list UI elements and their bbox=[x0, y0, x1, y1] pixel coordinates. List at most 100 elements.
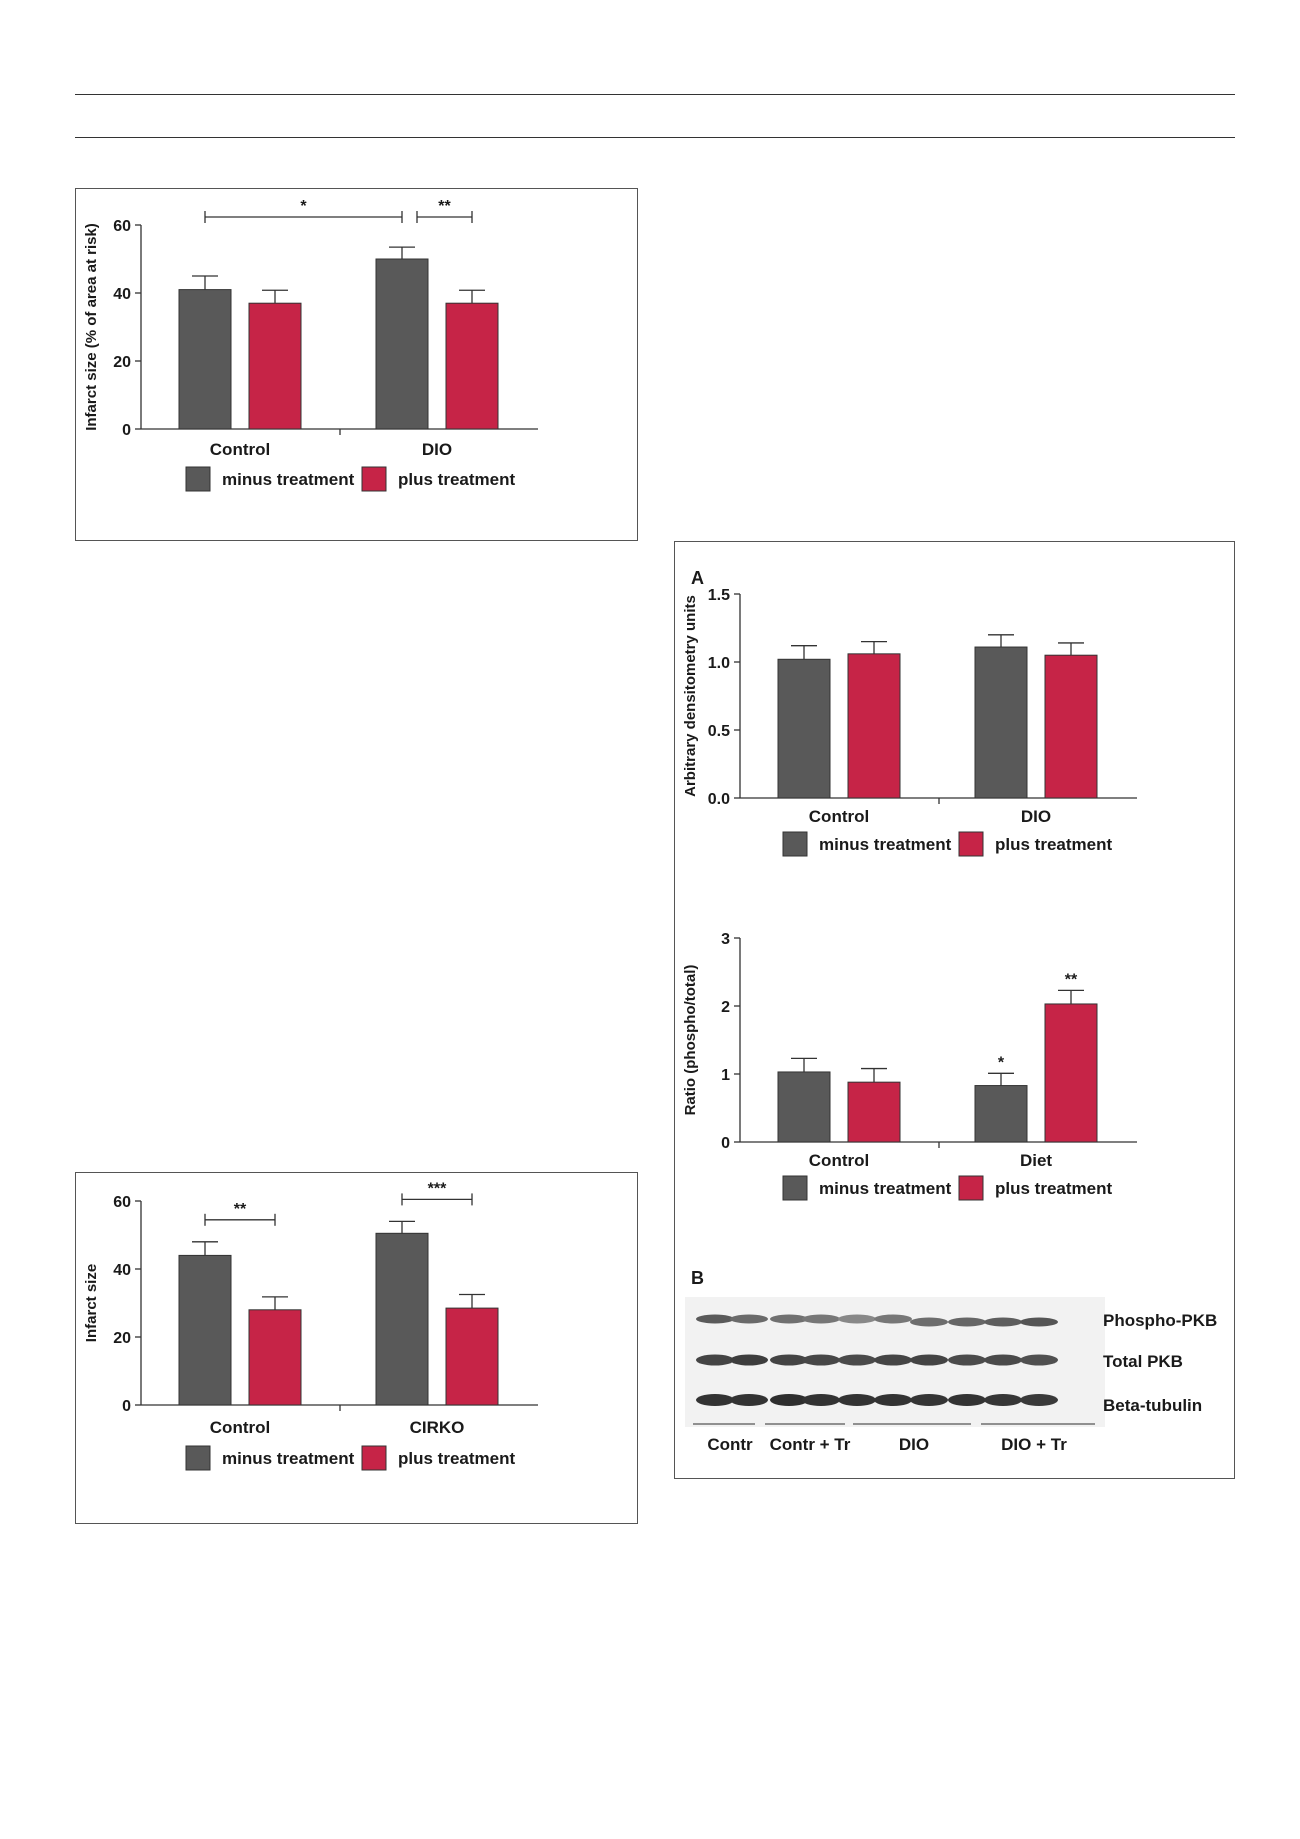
category-label: CIRKO bbox=[410, 1418, 465, 1437]
blot-band bbox=[910, 1317, 948, 1327]
blot-band bbox=[696, 1394, 734, 1406]
infarct-size-dio-chart: 0 20 40 60 Infarct size (% of area at risk) C… bbox=[83, 198, 538, 492]
header-rule-top bbox=[75, 94, 1235, 95]
blot-band bbox=[730, 1394, 768, 1406]
blot-band bbox=[1020, 1354, 1058, 1366]
bar bbox=[974, 1085, 1028, 1143]
legend-swatch bbox=[958, 831, 984, 857]
category-label: Diet bbox=[1020, 1151, 1052, 1170]
panel-letter-b: B bbox=[691, 1268, 704, 1288]
category-label: Control bbox=[809, 1151, 869, 1170]
y-tick-label: 60 bbox=[113, 1194, 131, 1211]
bar bbox=[777, 1071, 831, 1143]
figure-panel-1: 0 20 40 60 Infarct size (% of area at risk) C… bbox=[75, 188, 638, 541]
blot-band bbox=[730, 1354, 768, 1366]
blot-band bbox=[948, 1317, 986, 1327]
bar bbox=[375, 1232, 429, 1406]
category-label: DIO bbox=[1021, 807, 1051, 826]
bar bbox=[248, 1309, 302, 1406]
category-label: Control bbox=[210, 1418, 270, 1437]
y-tick-label: 60 bbox=[113, 218, 131, 235]
blot-band bbox=[730, 1314, 768, 1324]
y-axis-label: Ratio (phospho/total) bbox=[682, 965, 699, 1116]
y-tick-label: 1.5 bbox=[708, 587, 730, 604]
category-label: Control bbox=[809, 807, 869, 826]
legend-swatch bbox=[782, 831, 808, 857]
legend-label: minus treatment bbox=[222, 470, 355, 489]
bar bbox=[1044, 1003, 1098, 1143]
blot-band bbox=[770, 1354, 808, 1366]
y-axis-label: Arbitrary densitometry units bbox=[682, 595, 699, 797]
y-tick-label: 1 bbox=[721, 1067, 730, 1084]
figure-panel-2: 0 20 40 60 Infarct size Control CIRKO ** *** minu… bbox=[75, 1172, 638, 1524]
blot-band bbox=[910, 1394, 948, 1406]
legend-swatch bbox=[361, 1445, 387, 1471]
y-tick-label: 2 bbox=[721, 999, 730, 1016]
blot-band bbox=[1020, 1317, 1058, 1327]
y-tick-label: 0.0 bbox=[708, 791, 730, 808]
legend-swatch bbox=[958, 1175, 984, 1201]
blot-band bbox=[802, 1314, 840, 1324]
figure-panel-3: A 0.0 0.5 1.0 1.5 Arbitrary densitometry uni… bbox=[674, 541, 1235, 1479]
legend-label: minus treatment bbox=[222, 1449, 355, 1468]
legend-swatch bbox=[782, 1175, 808, 1201]
bar bbox=[445, 1307, 499, 1406]
blot-band bbox=[874, 1394, 912, 1406]
y-tick-label: 20 bbox=[113, 1330, 131, 1347]
densitometry-chart: 0.0 0.5 1.0 1.5 Arbitrary densitometry units… bbox=[682, 587, 1137, 857]
bar bbox=[178, 1254, 232, 1406]
y-tick-label: 40 bbox=[113, 286, 131, 303]
category-label: Control bbox=[210, 440, 270, 459]
bar bbox=[777, 658, 831, 799]
blot-band bbox=[838, 1314, 876, 1324]
bar bbox=[178, 289, 232, 430]
blot-group-label: Contr bbox=[707, 1435, 753, 1454]
bar bbox=[445, 302, 499, 430]
blot-band bbox=[874, 1314, 912, 1324]
significance-label: ** bbox=[438, 198, 451, 215]
legend-label: plus treatment bbox=[398, 1449, 515, 1468]
y-tick-label: 1.0 bbox=[708, 655, 730, 672]
y-tick-label: 40 bbox=[113, 1262, 131, 1279]
blot-group-label: DIO bbox=[898, 1435, 930, 1454]
blot-group-label: Contr + Tr bbox=[769, 1435, 851, 1454]
legend-swatch bbox=[185, 1445, 211, 1471]
legend-label: minus treatment bbox=[819, 835, 952, 854]
y-tick-label: 3 bbox=[721, 931, 730, 948]
y-tick-label: 0 bbox=[721, 1135, 730, 1152]
blot-row-label: Total PKB bbox=[1103, 1352, 1183, 1371]
significance-label: *** bbox=[428, 1180, 447, 1197]
blot-band bbox=[1020, 1394, 1058, 1406]
significance-label: ** bbox=[1065, 971, 1078, 988]
legend-label: plus treatment bbox=[398, 470, 515, 489]
y-axis-label: Infarct size (% of area at risk) bbox=[83, 223, 100, 431]
blot-band bbox=[984, 1354, 1022, 1366]
blot-band bbox=[696, 1354, 734, 1366]
bar bbox=[974, 646, 1028, 799]
bar bbox=[375, 258, 429, 430]
bar bbox=[1044, 654, 1098, 799]
blot-band bbox=[696, 1314, 734, 1324]
significance-label: * bbox=[300, 198, 307, 215]
blot-band bbox=[770, 1394, 808, 1406]
blot-band bbox=[910, 1354, 948, 1366]
y-tick-label: 0 bbox=[122, 1398, 131, 1415]
blot-band bbox=[984, 1394, 1022, 1406]
header-rule-bottom bbox=[75, 137, 1235, 138]
blot-group-label: DIO + Tr bbox=[1001, 1435, 1067, 1454]
category-label: DIO bbox=[422, 440, 452, 459]
blot-band bbox=[770, 1314, 808, 1324]
blot-band bbox=[838, 1354, 876, 1366]
y-tick-label: 0.5 bbox=[708, 723, 730, 740]
blot-band bbox=[948, 1354, 986, 1366]
significance-label: ** bbox=[234, 1201, 247, 1218]
legend-label: minus treatment bbox=[819, 1179, 952, 1198]
legend-label: plus treatment bbox=[995, 1179, 1112, 1198]
bar bbox=[248, 302, 302, 430]
bar bbox=[847, 1081, 901, 1143]
legend-label: plus treatment bbox=[995, 835, 1112, 854]
y-tick-label: 0 bbox=[122, 422, 131, 439]
blot-band bbox=[802, 1394, 840, 1406]
